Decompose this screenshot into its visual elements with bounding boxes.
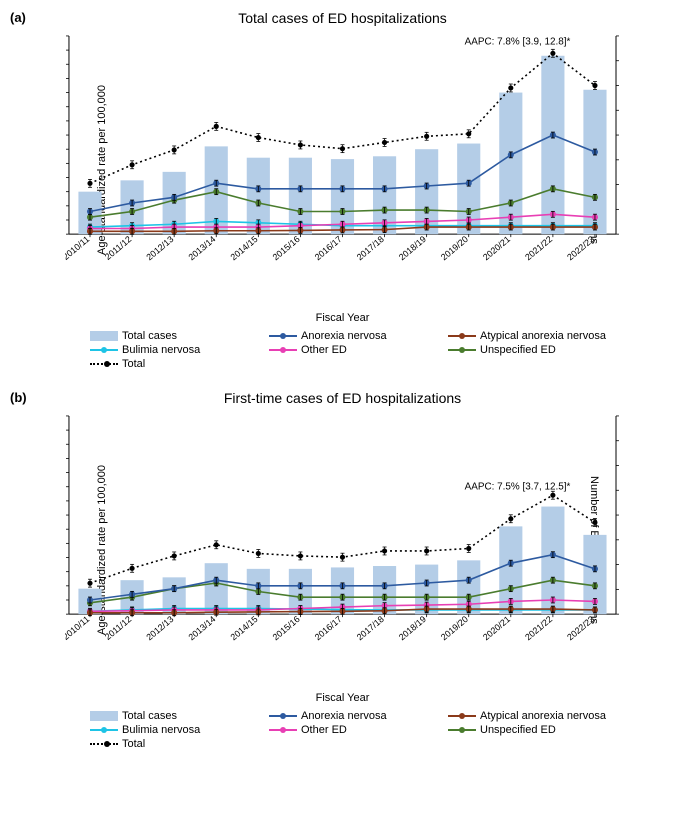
svg-text:2014/15: 2014/15 <box>229 614 260 642</box>
legend-label: Unspecified ED <box>480 344 556 356</box>
legend-swatch <box>269 349 297 351</box>
legend-swatch <box>448 335 476 337</box>
legend-swatch <box>90 743 118 745</box>
svg-text:2018/19: 2018/19 <box>397 234 428 262</box>
svg-text:2020/21: 2020/21 <box>481 234 512 262</box>
svg-text:2014/15: 2014/15 <box>229 234 260 262</box>
x-label-a: Fiscal Year <box>10 312 675 324</box>
legend-swatch <box>269 335 297 337</box>
legend-item-unspecified: Unspecified ED <box>448 344 615 356</box>
legend-label: Total cases <box>122 330 177 342</box>
svg-text:2016/17: 2016/17 <box>313 614 344 642</box>
legend-swatch <box>269 715 297 717</box>
svg-text:2012/13: 2012/13 <box>144 234 175 262</box>
svg-text:2021/22: 2021/22 <box>523 234 554 262</box>
legend-label: Total <box>122 358 145 370</box>
legend-swatch <box>90 349 118 351</box>
legend-b: Total cases Anorexia nervosa Atypical anor… <box>90 710 615 750</box>
legend-item-total_line: Total <box>90 738 257 750</box>
legend-label: Other ED <box>301 344 347 356</box>
svg-text:2013/14: 2013/14 <box>186 614 217 642</box>
legend-item-atypical: Atypical anorexia nervosa <box>448 710 615 722</box>
svg-text:2012/13: 2012/13 <box>144 614 175 642</box>
panel-b: (b) First-time cases of ED hospitalizati… <box>10 390 675 750</box>
legend-item-other: Other ED <box>269 344 436 356</box>
svg-text:2016/17: 2016/17 <box>313 234 344 262</box>
svg-text:2011/12: 2011/12 <box>103 614 134 642</box>
legend-swatch <box>448 349 476 351</box>
legend-item-anorexia: Anorexia nervosa <box>269 330 436 342</box>
svg-text:2013/14: 2013/14 <box>186 234 217 262</box>
legend-swatch <box>269 729 297 731</box>
legend-item-anorexia: Anorexia nervosa <box>269 710 436 722</box>
panel-label-a: (a) <box>10 10 26 25</box>
legend-swatch <box>90 363 118 365</box>
legend-label: Total cases <box>122 710 177 722</box>
legend-label: Total <box>122 738 145 750</box>
svg-text:2019/20: 2019/20 <box>439 614 470 642</box>
svg-text:2017/18: 2017/18 <box>355 234 386 262</box>
svg-text:2010/11: 2010/11 <box>65 614 91 642</box>
chart-area-b: Age-standardized rate per 100,000 Number… <box>65 410 620 690</box>
legend-item-bulimia: Bulimia nervosa <box>90 344 257 356</box>
chart-area-a: Age-standardized rate per 100,000 Number… <box>65 30 620 310</box>
legend-item-other: Other ED <box>269 724 436 736</box>
plot-b: 0.05.010.015.020.025.030.035.040.045.050… <box>65 410 620 648</box>
legend-item-bar: Total cases <box>90 330 257 342</box>
svg-text:2021/22: 2021/22 <box>523 614 554 642</box>
legend-item-unspecified: Unspecified ED <box>448 724 615 736</box>
svg-text:2022/23: 2022/23 <box>565 614 596 642</box>
svg-text:2022/23: 2022/23 <box>565 234 596 262</box>
svg-text:2019/20: 2019/20 <box>439 234 470 262</box>
legend-label: Unspecified ED <box>480 724 556 736</box>
legend-label: Anorexia nervosa <box>301 330 387 342</box>
legend-label: Bulimia nervosa <box>122 724 200 736</box>
legend-item-atypical: Atypical anorexia nervosa <box>448 330 615 342</box>
legend-swatch <box>90 331 118 341</box>
svg-text:AAPC: 7.8% [3.9, 12.8]*: AAPC: 7.8% [3.9, 12.8]* <box>465 36 571 47</box>
panel-a: (a) Total cases of ED hospitalizations A… <box>10 10 675 370</box>
svg-text:AAPC: 7.5% [3.7, 12.5]*: AAPC: 7.5% [3.7, 12.5]* <box>465 482 571 493</box>
legend-label: Other ED <box>301 724 347 736</box>
legend-swatch <box>448 715 476 717</box>
svg-text:2020/21: 2020/21 <box>481 614 512 642</box>
svg-text:2017/18: 2017/18 <box>355 614 386 642</box>
legend-swatch <box>90 711 118 721</box>
svg-text:2015/16: 2015/16 <box>271 614 302 642</box>
legend-swatch <box>90 729 118 731</box>
chart-title-a: Total cases of ED hospitalizations <box>10 10 675 26</box>
legend-swatch <box>448 729 476 731</box>
svg-text:2011/12: 2011/12 <box>103 234 134 262</box>
legend-label: Atypical anorexia nervosa <box>480 330 606 342</box>
legend-item-total_line: Total <box>90 358 257 370</box>
panel-label-b: (b) <box>10 390 27 405</box>
svg-text:2010/11: 2010/11 <box>65 234 91 262</box>
legend-a: Total cases Anorexia nervosa Atypical anor… <box>90 330 615 370</box>
legend-label: Bulimia nervosa <box>122 344 200 356</box>
legend-label: Atypical anorexia nervosa <box>480 710 606 722</box>
legend-label: Anorexia nervosa <box>301 710 387 722</box>
svg-text:2015/16: 2015/16 <box>271 234 302 262</box>
x-label-b: Fiscal Year <box>10 692 675 704</box>
legend-item-bulimia: Bulimia nervosa <box>90 724 257 736</box>
plot-a: 0.05.010.015.020.025.030.035.040.045.050… <box>65 30 620 268</box>
svg-text:2018/19: 2018/19 <box>397 614 428 642</box>
legend-item-bar: Total cases <box>90 710 257 722</box>
chart-title-b: First-time cases of ED hospitalizations <box>10 390 675 406</box>
